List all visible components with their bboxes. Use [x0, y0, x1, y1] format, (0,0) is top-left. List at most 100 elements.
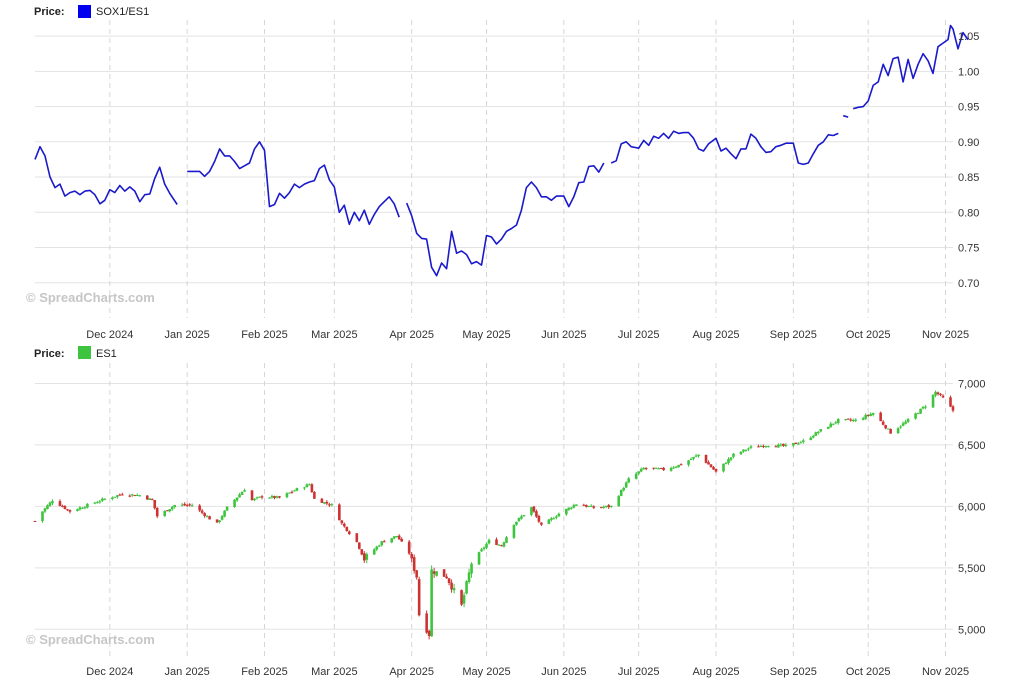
candle-body	[362, 553, 366, 561]
candle	[450, 579, 453, 593]
candle-body	[412, 557, 416, 571]
candle	[233, 498, 236, 508]
candle	[505, 535, 508, 544]
candle-body	[235, 497, 239, 501]
candle-body	[220, 516, 224, 520]
candle-body	[78, 507, 82, 510]
candle-body	[138, 495, 142, 497]
candle	[66, 508, 69, 512]
candle	[470, 562, 473, 578]
candle	[949, 395, 952, 408]
candle	[851, 418, 855, 422]
candle	[782, 443, 785, 447]
candle	[445, 573, 448, 579]
candle-body	[924, 406, 927, 408]
candle	[220, 514, 224, 521]
candle	[275, 495, 279, 499]
candle-body	[934, 391, 937, 396]
candle	[644, 467, 648, 471]
candle-body	[794, 442, 798, 444]
candle-body	[687, 460, 690, 465]
candle	[899, 425, 902, 429]
candle	[190, 503, 194, 507]
candle-body	[168, 509, 172, 512]
candle	[200, 508, 204, 515]
candle-body	[654, 467, 658, 469]
candle-body	[270, 496, 274, 498]
candle	[235, 497, 239, 502]
candle	[757, 444, 760, 448]
candle	[338, 503, 341, 521]
candle-body	[93, 502, 97, 504]
candle-body	[310, 484, 314, 493]
candle-body	[485, 543, 488, 548]
candle-body	[729, 457, 733, 460]
candle	[889, 428, 892, 434]
candle	[512, 524, 516, 539]
candle	[836, 418, 840, 425]
candle	[565, 508, 568, 516]
candle	[587, 505, 591, 508]
top-series-line	[34, 24, 969, 277]
candle	[130, 493, 134, 497]
candle	[397, 534, 401, 540]
candle	[417, 576, 421, 617]
candle	[662, 466, 665, 471]
candle-body	[58, 501, 62, 506]
candle	[150, 498, 154, 501]
candle-body	[587, 506, 591, 508]
candle-body	[782, 443, 785, 446]
watermark-top: © SpreadCharts.com	[26, 290, 155, 305]
bottom-ytick-label: 6,000	[958, 501, 986, 513]
top-legend-series-name: SOX1/ES1	[96, 6, 149, 18]
candle	[764, 445, 768, 448]
bottom-xtick-label: Oct 2025	[846, 666, 891, 678]
candle-body	[904, 421, 907, 424]
candle	[382, 539, 386, 543]
candle-body	[797, 443, 800, 445]
candle	[293, 489, 296, 492]
candle-body	[460, 590, 463, 605]
candle	[709, 463, 713, 468]
top-ytick-label: 0.80	[958, 207, 979, 219]
candle-body	[96, 502, 99, 504]
candle-body	[320, 498, 324, 503]
candle-body	[727, 459, 730, 464]
candle-body	[495, 539, 498, 545]
candle-body	[674, 466, 678, 468]
candle	[278, 495, 281, 499]
candle	[330, 503, 334, 507]
candle	[205, 515, 209, 518]
candle	[442, 569, 446, 577]
candle-body	[435, 571, 438, 576]
top-ytick-label: 0.95	[958, 102, 979, 114]
candle-body	[288, 492, 291, 494]
candle	[871, 412, 875, 417]
candle-body	[871, 412, 875, 415]
candle-body	[799, 442, 803, 444]
candle	[497, 544, 501, 546]
top-xtick-label: Oct 2025	[846, 329, 891, 341]
watermark-bottom: © SpreadCharts.com	[26, 632, 155, 647]
candle	[834, 420, 838, 425]
candle	[881, 420, 885, 426]
bottom-xtick-label: Mar 2025	[311, 666, 357, 678]
bottom-xtick-label: Jul 2025	[618, 666, 660, 678]
candle	[674, 465, 678, 469]
candle-body	[223, 510, 226, 517]
candle-body	[198, 505, 201, 511]
candle-body	[243, 490, 246, 492]
candle-body	[205, 516, 209, 518]
candle	[425, 610, 428, 634]
candle-body	[380, 541, 384, 546]
candle-body	[170, 506, 174, 510]
candle-body	[749, 446, 753, 448]
top-legend-label: Price:	[34, 6, 65, 18]
candle-body	[802, 440, 805, 442]
candle	[163, 510, 167, 517]
candle	[253, 498, 256, 502]
candle-body	[445, 576, 448, 579]
candle-body	[879, 412, 882, 422]
top-legend-swatch	[78, 5, 91, 18]
candle	[672, 466, 675, 469]
